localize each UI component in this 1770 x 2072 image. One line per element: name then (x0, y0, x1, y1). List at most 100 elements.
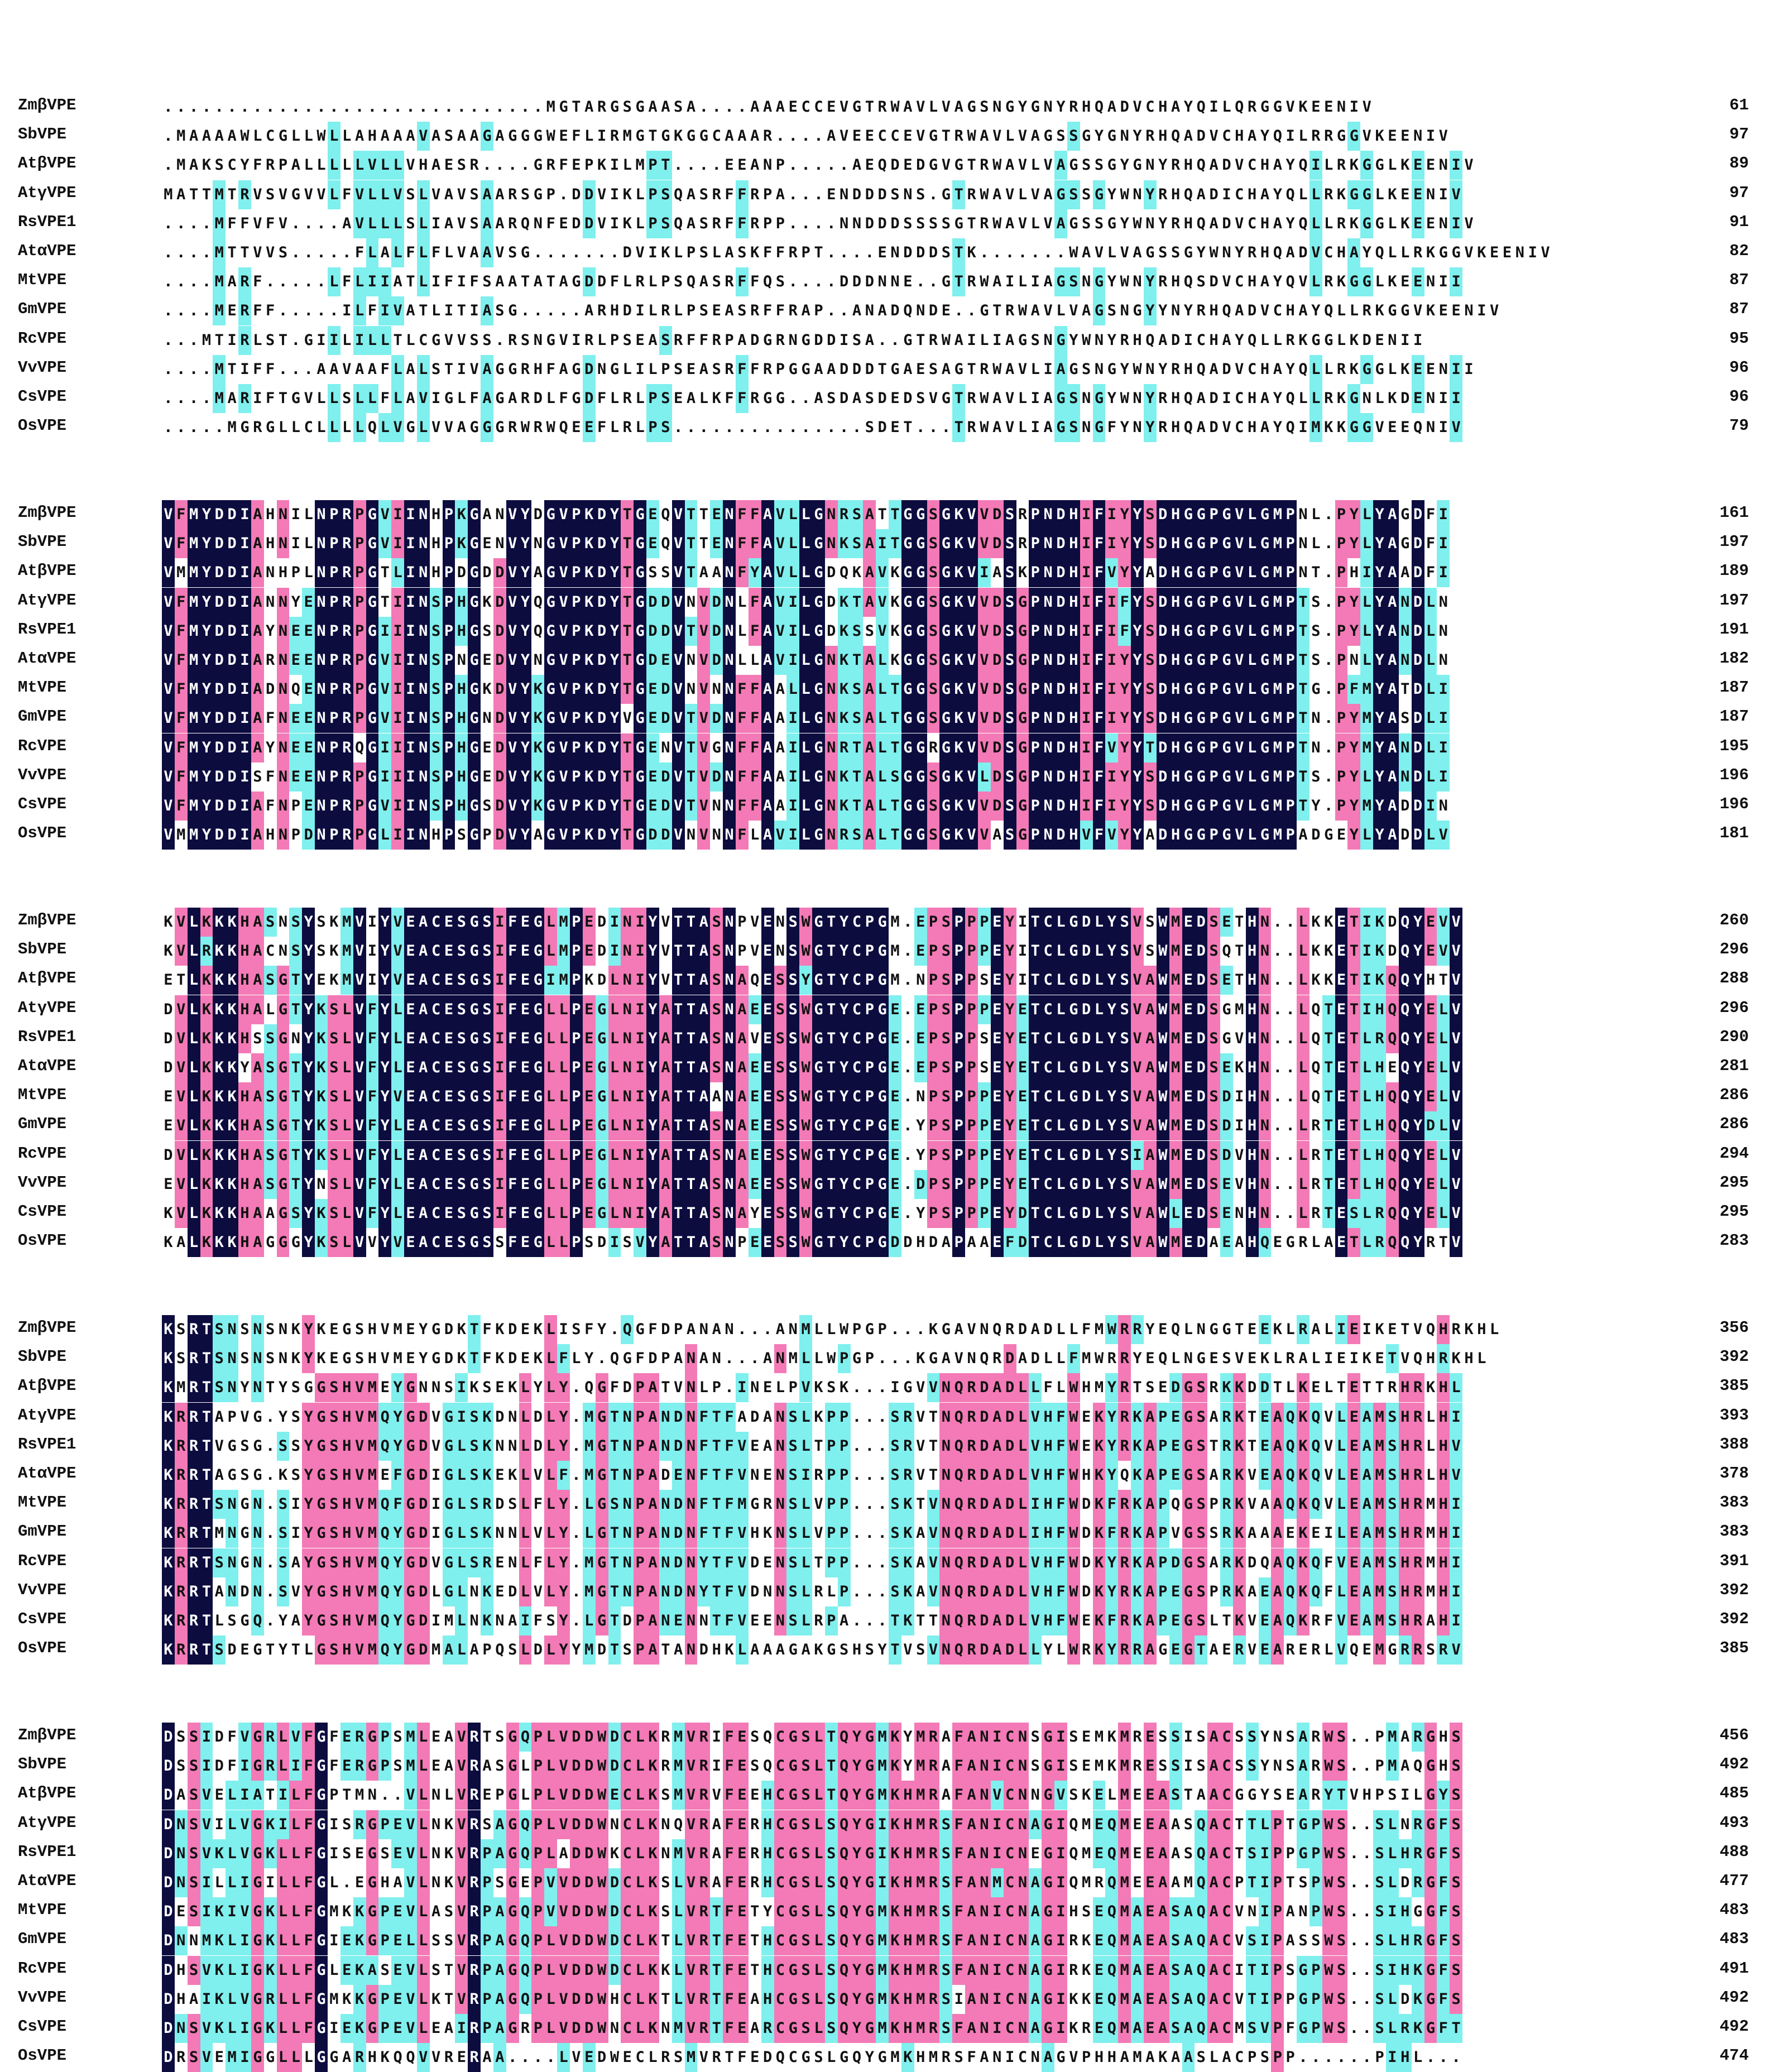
residue: I (1360, 995, 1373, 1024)
residue: L (1424, 733, 1437, 762)
residue: P (978, 1111, 991, 1140)
residue: E (583, 1053, 596, 1082)
residue: A (863, 326, 876, 355)
residue: I (786, 733, 799, 762)
residue: D (213, 646, 226, 675)
residue: G (1182, 1577, 1195, 1606)
residue: I (366, 966, 379, 995)
residue: A (417, 995, 430, 1024)
residue: A (851, 384, 864, 413)
residue: . (851, 1490, 864, 1519)
residue: M (1093, 1315, 1106, 1344)
residue: V (378, 646, 391, 675)
residue: G (914, 733, 927, 762)
residue: E (1335, 1082, 1348, 1111)
residue: Y (1067, 326, 1080, 355)
residue: D (226, 617, 238, 646)
residue: D (1169, 1548, 1182, 1577)
residue: K (838, 704, 851, 733)
residue: N (315, 704, 328, 733)
residue: N (226, 1490, 238, 1519)
residue: G (468, 1170, 481, 1199)
residue: S (468, 1432, 481, 1461)
residue: T (1347, 966, 1360, 995)
residue: I (1297, 413, 1309, 442)
species-label: MtVPE (18, 1493, 66, 1512)
residue: L (799, 1490, 812, 1519)
residue: A (251, 937, 264, 966)
residue: T (710, 1548, 723, 1577)
residue: . (825, 413, 838, 442)
residue: I (634, 937, 646, 966)
residue: L (1437, 1053, 1450, 1082)
residue: A (1207, 151, 1220, 180)
residue: F (238, 209, 251, 238)
residue: A (736, 995, 749, 1024)
residue: D (596, 821, 608, 850)
residue: G (544, 529, 557, 558)
residue: . (162, 93, 175, 122)
residue: S (481, 1228, 493, 1257)
residue: E (876, 238, 889, 267)
residue: K (583, 529, 596, 558)
residue: . (188, 209, 200, 238)
residue: H (455, 675, 468, 704)
residue: C (1233, 180, 1246, 209)
residue: T (1399, 1315, 1412, 1344)
residue: L (391, 238, 404, 267)
species-label: OsVPE (18, 824, 66, 842)
residue: D (1259, 1373, 1272, 1402)
residue: . (1284, 1024, 1297, 1053)
residue: N (1042, 326, 1054, 355)
residue: Y (1373, 821, 1386, 850)
residue: G (302, 326, 315, 355)
residue: Y (1347, 821, 1360, 850)
residue: F (736, 355, 749, 384)
residue: S (710, 1199, 723, 1228)
residue: A (251, 792, 264, 821)
residue: F (685, 326, 698, 355)
residue: W (799, 1082, 812, 1111)
residue: R (1284, 326, 1297, 355)
residue: N (315, 646, 328, 675)
residue: L (302, 1635, 315, 1665)
residue: K (583, 733, 596, 762)
residue: L (519, 1519, 532, 1548)
residue: H (430, 529, 443, 558)
residue: T (200, 1606, 213, 1635)
residue: Q (378, 1548, 391, 1577)
residue: M (1309, 413, 1322, 442)
residue: D (1412, 646, 1424, 675)
residue: Y (1271, 267, 1284, 296)
residue: F (175, 588, 188, 617)
residue: G (1259, 704, 1272, 733)
residue: E (991, 1141, 1004, 1170)
residue: E (493, 1548, 506, 1577)
residue: E (1016, 995, 1029, 1024)
residue: . (723, 93, 736, 122)
residue: E (1399, 122, 1412, 151)
residue: Y (1259, 122, 1272, 151)
residue: P (634, 1577, 646, 1606)
residue: V (736, 1432, 749, 1461)
residue: W (1157, 1082, 1169, 1111)
residue: K (965, 238, 978, 267)
residue: F (1042, 1373, 1054, 1402)
residue: G (226, 1432, 238, 1461)
residue: W (978, 413, 991, 442)
residue: F (1054, 1432, 1067, 1461)
residue: A (991, 267, 1004, 296)
species-label: RsVPE1 (18, 1435, 76, 1454)
residue: I (876, 529, 889, 558)
residue: V (1322, 1461, 1335, 1490)
residue: . (1284, 1111, 1297, 1140)
residue: S (1309, 617, 1322, 646)
residue: Y (1347, 733, 1360, 762)
residue: G (544, 704, 557, 733)
residue: P (570, 1141, 583, 1170)
residue: D (978, 1606, 991, 1635)
residue: L (557, 1199, 570, 1228)
residue: D (583, 355, 596, 384)
residue: T (200, 1548, 213, 1577)
